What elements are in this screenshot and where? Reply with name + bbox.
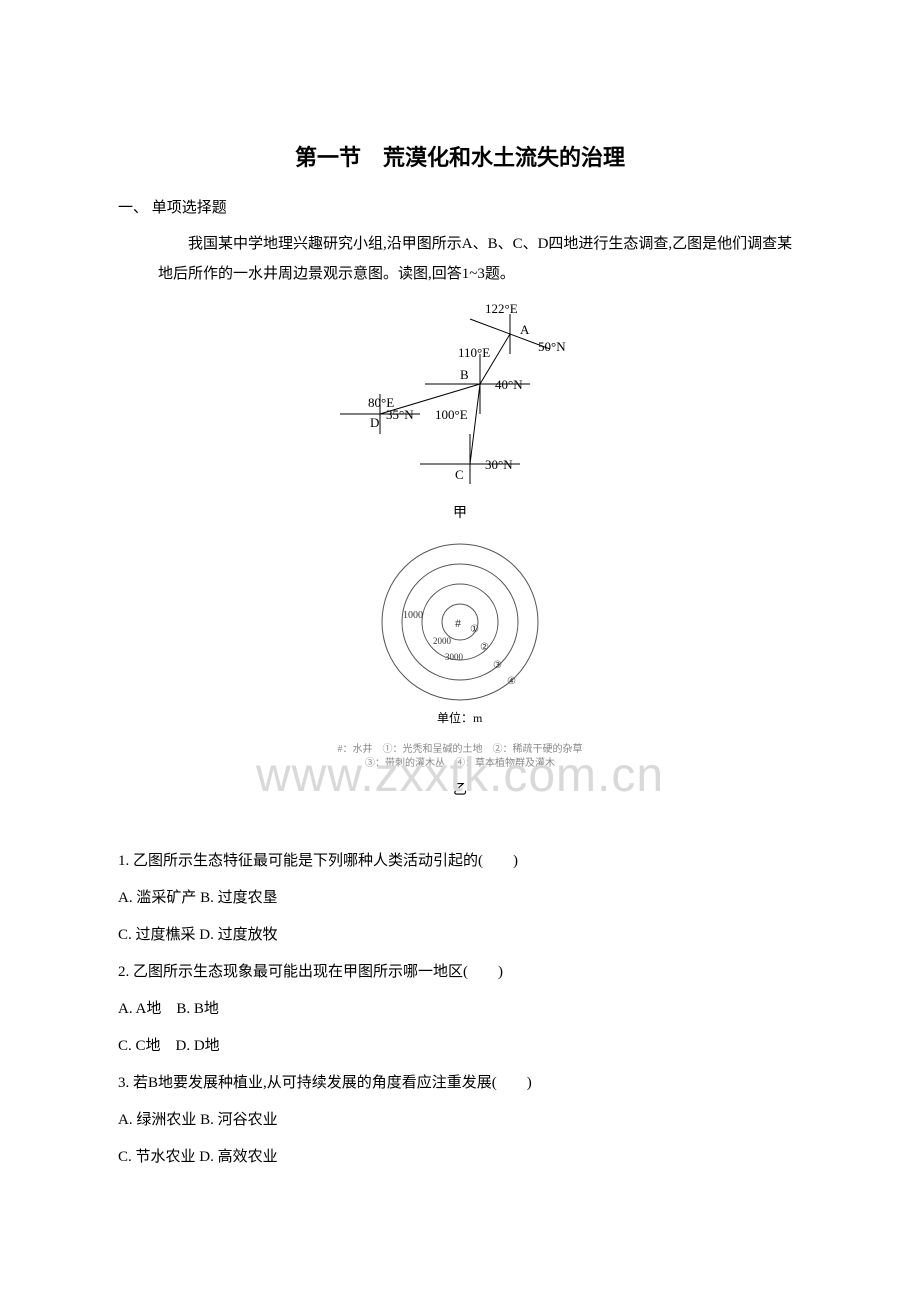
question-3: 3. 若B地要发展种植业,从可持续发展的角度看应注重发展( ) <box>118 1067 802 1100</box>
fig1-lat-d: 35°N <box>386 407 414 422</box>
fig1-lon-c: 100°E <box>435 407 468 422</box>
fig2-ring-lbl-1: ② <box>480 642 489 653</box>
fig2-center: # <box>455 616 461 630</box>
fig2-ring-lbl-0: ① <box>470 624 479 635</box>
fig1-point-d: D <box>370 415 379 430</box>
question-1: 1. 乙图所示生态特征最可能是下列哪种人类活动引起的( ) <box>118 845 802 878</box>
question-2: 2. 乙图所示生态现象最可能出现在甲图所示哪一地区( ) <box>118 956 802 989</box>
question-1-opts-a: A. 滥采矿产 B. 过度农垦 <box>118 882 802 915</box>
fig1-point-b: B <box>460 367 469 382</box>
figure-1-svg: 122°E A 50°N 110°E B 40°N 80°E D 35°N 10… <box>330 299 590 489</box>
question-2-opts-a: A. A地 B. B地 <box>118 993 802 1026</box>
fig1-lon-b: 110°E <box>458 345 490 360</box>
figure-1-container: 122°E A 50°N 110°E B 40°N 80°E D 35°N 10… <box>118 299 802 494</box>
question-3-opts-a: A. 绿洲农业 B. 河谷农业 <box>118 1104 802 1137</box>
fig2-ring-lbl-2: ③ <box>493 660 502 671</box>
figure-2-container: # 1000 2000 3000 ① ② ③ ④ 单位：m #：水井 ①：光秃和… <box>118 532 802 771</box>
page-title: 第一节 荒漠化和水土流失的治理 <box>118 140 802 172</box>
question-3-opts-b: C. 节水农业 D. 高效农业 <box>118 1141 802 1174</box>
fig1-lat-c: 30°N <box>485 457 513 472</box>
fig1-point-c: C <box>455 467 464 482</box>
figure-2-svg: # 1000 2000 3000 ① ② ③ ④ 单位：m <box>345 532 575 732</box>
fig2-unit: 单位：m <box>437 710 483 725</box>
figure-1-label: 甲 <box>118 502 802 522</box>
fig2-legend-line2: ③：带刺的灌木丛 ④：草本植物群及灌木 <box>118 757 802 771</box>
figure-2-legend: #：水井 ①：光秃和呈碱的土地 ②：稀疏干硬的杂草 ③：带刺的灌木丛 ④：草本植… <box>118 743 802 771</box>
fig2-legend-line1: #：水井 ①：光秃和呈碱的土地 ②：稀疏干硬的杂草 <box>118 743 802 757</box>
intro-paragraph: 我国某中学地理兴趣研究小组,沿甲图所示A、B、C、D四地进行生态调查,乙图是他们… <box>118 229 802 289</box>
question-2-opts-b: C. C地 D. D地 <box>118 1030 802 1063</box>
fig1-lat-a: 50°N <box>538 339 566 354</box>
fig1-point-a: A <box>520 322 530 337</box>
fig2-ring-val-0: 1000 <box>403 610 423 621</box>
question-1-opts-b: C. 过度樵采 D. 过度放牧 <box>118 919 802 952</box>
fig2-ring-lbl-3: ④ <box>507 676 516 687</box>
fig2-ring-val-1: 2000 <box>433 636 452 646</box>
questions-block: 1. 乙图所示生态特征最可能是下列哪种人类活动引起的( ) A. 滥采矿产 B.… <box>118 845 802 1174</box>
fig1-lat-b: 40°N <box>495 377 523 392</box>
figure-2-label: 乙 <box>118 779 802 799</box>
section-heading: 一、 单项选择题 <box>118 196 802 217</box>
fig1-lon-a: 122°E <box>485 301 518 316</box>
fig2-ring-val-2: 3000 <box>445 652 464 662</box>
